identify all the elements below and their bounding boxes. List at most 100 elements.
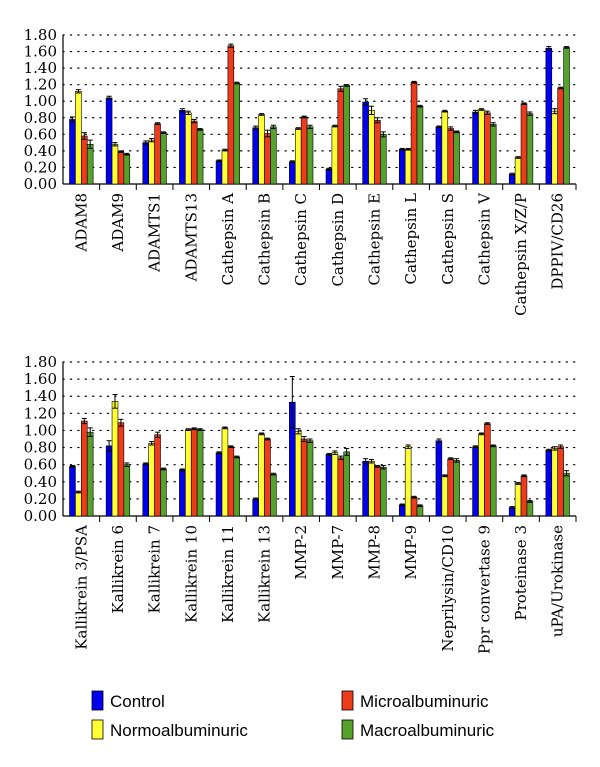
y-tick-label: 0.60 <box>24 456 57 474</box>
bar-control <box>472 446 479 517</box>
bar-microalbuminuric <box>410 81 418 185</box>
bar-macroalbuminuric <box>563 472 570 517</box>
y-tick-label: 1.40 <box>24 387 57 405</box>
bar-control <box>289 161 296 185</box>
bar-macroalbuminuric <box>526 501 534 517</box>
bar-macroalbuminuric <box>490 124 497 185</box>
bar-microalbuminuric <box>190 120 198 185</box>
bar-normoalbuminuric <box>478 433 485 517</box>
bar-control <box>362 460 369 517</box>
bar-normoalbuminuric <box>404 148 412 185</box>
bar-macroalbuminuric <box>270 473 277 517</box>
bar-microalbuminuric <box>81 135 88 185</box>
x-tick-label: Kallikrein 10 <box>182 525 200 623</box>
bar-microalbuminuric <box>484 423 491 517</box>
bar-microalbuminuric <box>264 438 271 517</box>
y-tick-label: 0.40 <box>24 473 57 491</box>
bar-control <box>105 97 113 185</box>
bar-normoalbuminuric <box>441 475 449 517</box>
bar-normoalbuminuric <box>111 143 119 185</box>
bar-microalbuminuric <box>227 45 235 185</box>
bar-microalbuminuric <box>557 87 564 185</box>
bar-control <box>142 142 149 185</box>
x-tick-label: ADAMTS13 <box>182 193 200 282</box>
legend-item-microalbuminuric: Microalbuminuric <box>341 690 489 711</box>
bar-macroalbuminuric <box>380 466 387 517</box>
bar-control <box>215 160 223 185</box>
bar-macroalbuminuric <box>86 143 94 185</box>
x-tick-label: MMP-7 <box>329 525 347 580</box>
bar-microalbuminuric <box>410 496 418 517</box>
bar-normoalbuminuric <box>551 448 558 517</box>
bar-control <box>252 127 259 185</box>
bar-normoalbuminuric <box>75 90 82 185</box>
y-tick-label: 0.60 <box>24 125 57 143</box>
bar-control <box>362 101 369 185</box>
bar-macroalbuminuric <box>490 445 497 517</box>
y-tick-label: 0.20 <box>24 158 57 176</box>
y-tick-label: 0.00 <box>24 175 57 193</box>
y-tick-label: 1.20 <box>24 404 57 422</box>
bar-microalbuminuric <box>557 446 564 517</box>
y-tick-label: 1.80 <box>24 353 57 371</box>
x-tick-label: Cathepsin A <box>219 193 237 286</box>
legend-swatch-normoalbuminuric <box>91 719 104 740</box>
bar-control <box>325 168 333 185</box>
x-tick-label: Cathepsin V <box>475 192 493 286</box>
x-tick-label: ADAM8 <box>72 193 90 253</box>
bar-control <box>69 466 76 517</box>
y-tick-label: 0.00 <box>24 507 57 525</box>
bar-normoalbuminuric <box>441 110 449 185</box>
bar-normoalbuminuric <box>75 491 82 517</box>
bar-macroalbuminuric <box>233 82 241 185</box>
bar-normoalbuminuric <box>478 109 485 185</box>
x-tick-label: Kallikrein 6 <box>109 525 127 613</box>
x-tick-label: MMP-9 <box>402 525 420 580</box>
bar-macroalbuminuric <box>453 131 460 185</box>
bar-control <box>179 469 186 517</box>
x-tick-label: MMP-8 <box>365 525 383 580</box>
bar-microalbuminuric <box>337 457 345 517</box>
bar-normoalbuminuric <box>111 401 119 517</box>
bar-control <box>142 463 149 517</box>
legend-label-macroalbuminuric: Macroalbuminuric <box>360 721 495 740</box>
y-tick-label: 1.20 <box>24 76 57 94</box>
bar-control <box>398 148 406 185</box>
bar-macroalbuminuric <box>270 126 277 185</box>
y-tick-label: 1.00 <box>24 421 57 439</box>
bar-macroalbuminuric <box>453 460 460 517</box>
bar-microalbuminuric <box>81 420 88 517</box>
bar-normoalbuminuric <box>294 128 302 185</box>
x-tick-label: Ppr convertase 9 <box>475 525 493 654</box>
bar-microalbuminuric <box>447 128 454 185</box>
bar-macroalbuminuric <box>86 431 94 517</box>
bar-microalbuminuric <box>300 116 308 185</box>
chart-bottom: 0.000.200.400.600.801.001.201.401.601.80… <box>24 353 577 654</box>
bar-macroalbuminuric <box>416 505 424 517</box>
legend-item-macroalbuminuric: Macroalbuminuric <box>341 719 495 740</box>
bar-control <box>398 504 406 517</box>
bar-normoalbuminuric <box>368 110 375 185</box>
bar-macroalbuminuric <box>160 468 167 517</box>
x-tick-label: Cathepsin X/Z/P <box>512 193 530 316</box>
x-tick-label: ADAM9 <box>109 193 127 253</box>
legend: Control Microalbuminuric Normoalbuminuri… <box>91 690 495 740</box>
bar-macroalbuminuric <box>123 153 131 185</box>
bar-normoalbuminuric <box>185 429 192 517</box>
bar-microalbuminuric <box>447 458 454 517</box>
x-tick-label: Cathepsin L <box>402 193 420 285</box>
bar-macroalbuminuric <box>233 456 241 517</box>
y-tick-label: 0.80 <box>24 439 57 457</box>
bar-normoalbuminuric <box>514 157 522 185</box>
x-tick-label: Neprilysin/CD10 <box>439 525 457 652</box>
bar-normoalbuminuric <box>148 139 155 185</box>
bar-macroalbuminuric <box>380 134 387 185</box>
bar-control <box>252 498 259 517</box>
bar-normoalbuminuric <box>551 110 558 185</box>
bar-macroalbuminuric <box>160 132 167 185</box>
legend-item-control: Control <box>91 690 165 711</box>
bar-macroalbuminuric <box>343 451 350 517</box>
bar-normoalbuminuric <box>331 452 339 517</box>
